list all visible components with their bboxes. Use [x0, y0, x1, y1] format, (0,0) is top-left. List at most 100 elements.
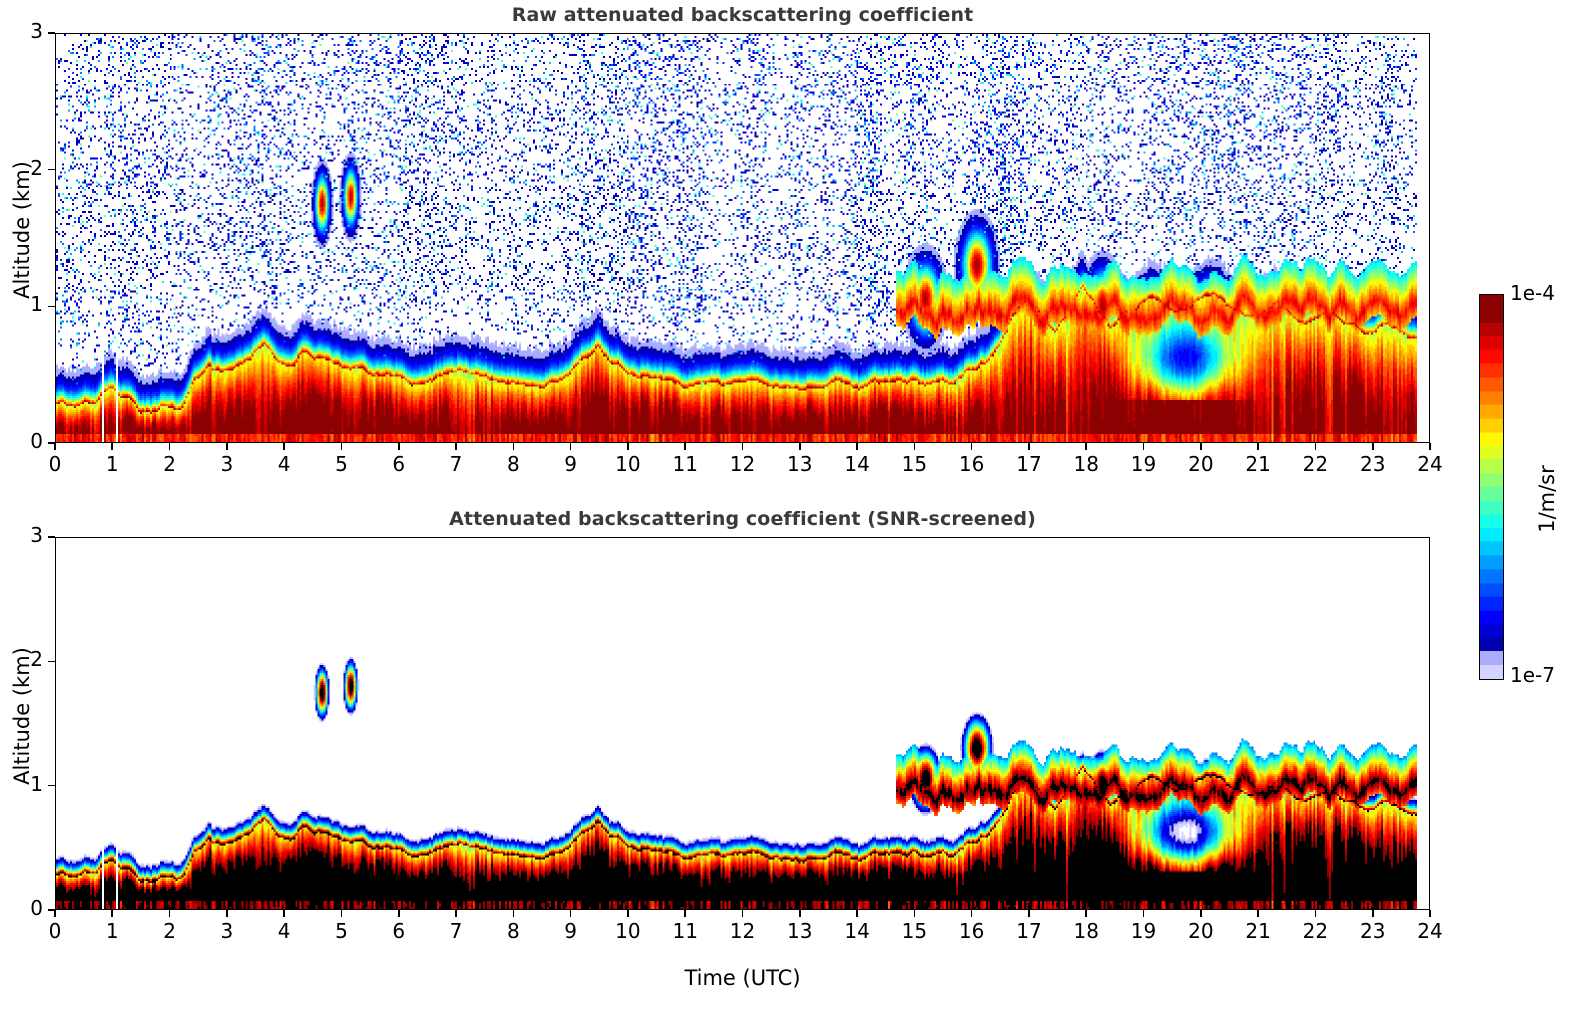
x-tick-mark — [54, 910, 56, 917]
x-tick-label: 11 — [672, 919, 698, 943]
x-tick-mark — [913, 443, 916, 450]
x-tick-label: 11 — [672, 452, 698, 476]
x-tick-mark — [970, 443, 973, 450]
x-tick-mark — [340, 910, 343, 917]
x-tick-mark — [1028, 910, 1030, 917]
x-tick-mark — [340, 443, 343, 450]
x-tick-label: 4 — [277, 919, 291, 943]
x-tick-mark — [283, 910, 285, 917]
x-tick-mark — [970, 910, 973, 917]
colorbar-title: 1/m/sr — [1535, 465, 1559, 533]
y-tick-mark — [48, 660, 55, 663]
x-tick-label: 1 — [105, 919, 119, 943]
panel-title-screened: Attenuated backscattering coefficient (S… — [449, 508, 1036, 530]
y-tick-label: 3 — [30, 523, 43, 547]
x-tick-mark — [684, 910, 686, 917]
x-tick-mark — [798, 910, 801, 917]
x-tick-mark — [226, 443, 228, 450]
x-tick-label: 22 — [1302, 919, 1329, 943]
x-tick-mark — [1314, 443, 1317, 450]
y-tick-mark — [48, 909, 55, 911]
x-tick-label: 19 — [1130, 919, 1157, 943]
x-tick-mark — [856, 910, 858, 917]
x-tick-label: 8 — [506, 452, 520, 476]
x-tick-label: 6 — [392, 919, 406, 943]
x-tick-mark — [54, 443, 56, 450]
x-tick-mark — [1200, 443, 1202, 450]
x-tick-label: 24 — [1417, 919, 1443, 943]
x-tick-mark — [1085, 443, 1088, 450]
y-tick-mark — [48, 168, 55, 171]
x-tick-label: 14 — [844, 919, 870, 943]
plot-area-screened — [55, 537, 1430, 910]
x-tick-label: 10 — [615, 919, 641, 943]
x-tick-label: 23 — [1359, 452, 1386, 476]
x-tick-mark — [1142, 443, 1145, 450]
panel-title-raw: Raw attenuated backscattering coefficien… — [511, 4, 974, 26]
plot-area-raw — [55, 33, 1430, 443]
x-tick-label: 12 — [729, 919, 756, 943]
x-tick-mark — [1142, 910, 1145, 917]
colorbar-gradient — [1480, 295, 1503, 679]
x-axis-label: Time (UTC) — [684, 966, 801, 990]
heatmap-raw — [56, 34, 1429, 442]
x-tick-mark — [741, 443, 744, 450]
x-tick-mark — [627, 443, 629, 450]
x-tick-label: 0 — [48, 452, 62, 476]
x-tick-mark — [1085, 910, 1088, 917]
x-tick-label: 17 — [1016, 452, 1042, 476]
x-tick-label: 21 — [1245, 452, 1271, 476]
x-tick-mark — [111, 910, 114, 917]
x-tick-label: 16 — [958, 919, 985, 943]
x-tick-mark — [455, 910, 457, 917]
x-tick-label: 4 — [277, 452, 291, 476]
x-tick-label: 21 — [1245, 919, 1271, 943]
x-tick-label: 7 — [449, 919, 463, 943]
x-tick-label: 18 — [1073, 452, 1099, 476]
x-tick-label: 23 — [1359, 919, 1386, 943]
x-tick-mark — [168, 910, 171, 917]
x-tick-label: 7 — [449, 452, 463, 476]
x-tick-label: 5 — [335, 919, 348, 943]
x-tick-mark — [856, 443, 858, 450]
x-tick-label: 8 — [506, 919, 520, 943]
x-tick-mark — [397, 910, 400, 917]
colorbar-max-label: 1e-4 — [1510, 281, 1555, 305]
x-tick-label: 20 — [1188, 452, 1214, 476]
x-tick-mark — [1371, 443, 1374, 450]
x-tick-mark — [111, 443, 114, 450]
x-tick-label: 20 — [1188, 919, 1214, 943]
y-tick-mark — [48, 305, 55, 308]
x-tick-mark — [1429, 443, 1431, 450]
x-tick-mark — [741, 910, 744, 917]
x-tick-mark — [569, 910, 572, 917]
y-tick-mark — [48, 784, 55, 787]
y-tick-label: 1 — [30, 771, 43, 796]
x-tick-label: 3 — [220, 919, 234, 943]
x-tick-mark — [1371, 910, 1374, 917]
x-tick-label: 2 — [163, 919, 176, 943]
x-tick-label: 9 — [564, 919, 577, 943]
x-tick-label: 14 — [844, 452, 870, 476]
x-tick-label: 13 — [787, 919, 813, 943]
x-tick-mark — [1200, 910, 1202, 917]
x-tick-mark — [684, 443, 686, 450]
x-tick-label: 5 — [335, 452, 348, 476]
x-tick-label: 0 — [48, 919, 62, 943]
x-tick-label: 3 — [220, 452, 234, 476]
x-tick-label: 2 — [163, 452, 176, 476]
x-tick-mark — [512, 910, 515, 917]
x-tick-label: 10 — [615, 452, 641, 476]
x-tick-mark — [1257, 910, 1259, 917]
y-tick-label: 3 — [30, 19, 43, 43]
x-tick-label: 9 — [564, 452, 577, 476]
x-tick-mark — [1429, 910, 1431, 917]
x-tick-label: 6 — [392, 452, 406, 476]
x-tick-mark — [168, 443, 171, 450]
x-tick-label: 17 — [1016, 919, 1042, 943]
x-tick-label: 19 — [1130, 452, 1157, 476]
y-tick-label: 1 — [30, 292, 43, 317]
x-tick-label: 16 — [958, 452, 985, 476]
x-tick-mark — [397, 443, 400, 450]
x-tick-mark — [226, 910, 228, 917]
